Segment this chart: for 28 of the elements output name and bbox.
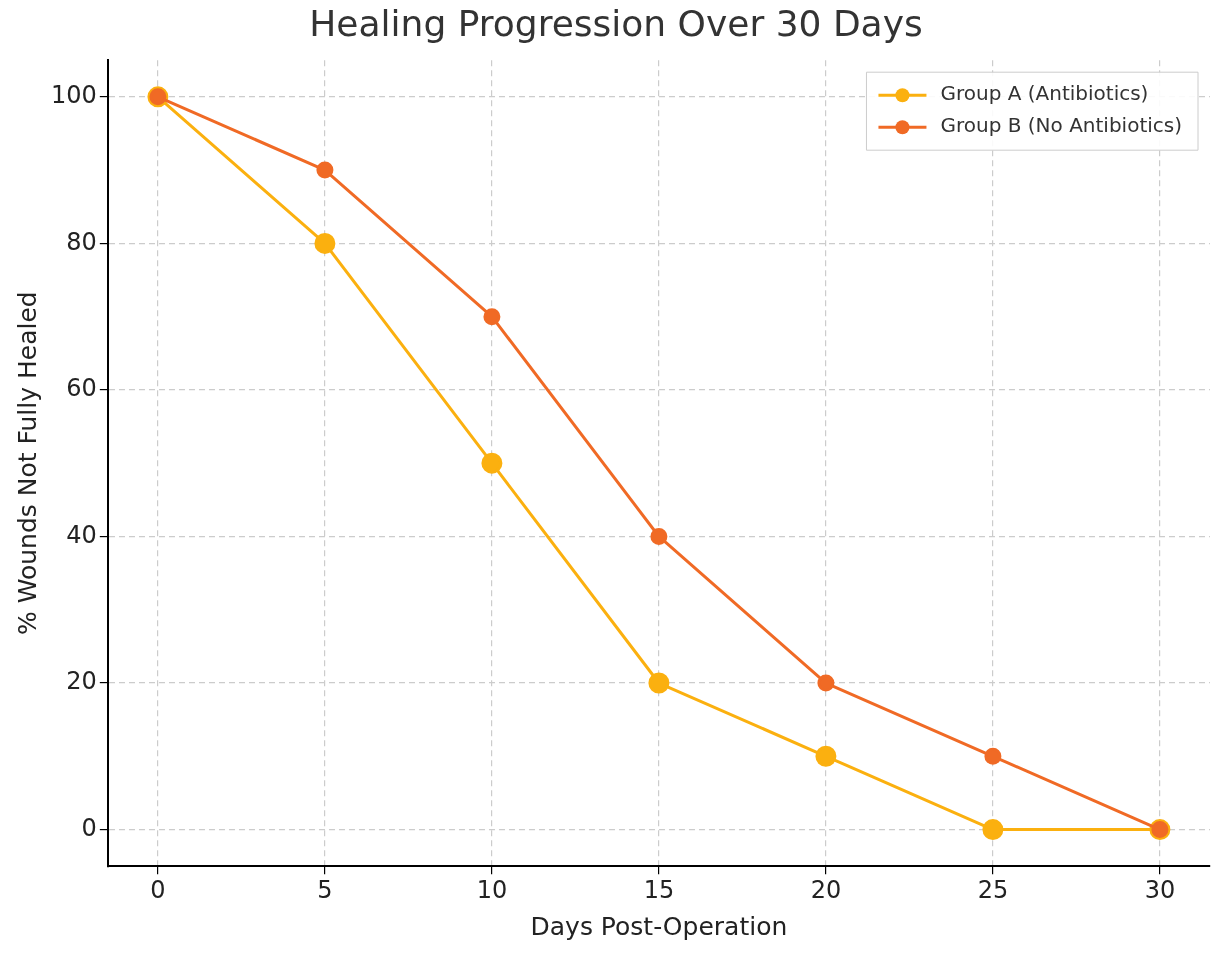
point: [314, 232, 336, 254]
point: [648, 672, 670, 694]
point: [984, 747, 1002, 765]
y-tick-label: 0: [81, 813, 97, 842]
y-axis-title: % Wounds Not Fully Healed: [12, 291, 42, 636]
y-tick-label: 60: [66, 374, 97, 403]
point: [316, 161, 334, 179]
point: [650, 527, 668, 545]
point: [483, 308, 501, 326]
x-tick-label: 5: [317, 875, 333, 904]
point: [815, 745, 837, 767]
point: [481, 452, 503, 474]
y-tick-label: 40: [66, 520, 97, 549]
x-tick-label: 15: [643, 875, 675, 904]
x-axis-title: Days Post-Operation: [530, 911, 788, 941]
x-tick-label: 20: [810, 875, 842, 904]
y-tick-label: 20: [66, 667, 97, 696]
x-tick-label: 0: [150, 875, 166, 904]
point: [817, 674, 835, 692]
legend-label: Group B (No Antibiotics): [940, 113, 1182, 138]
legend-label: Group A (Antibiotics): [940, 81, 1149, 106]
chart-title: Healing Progression Over 30 Days: [309, 2, 923, 44]
x-tick-label: 30: [1144, 875, 1176, 904]
x-tick-label: 25: [977, 875, 1009, 904]
x-tick-label: 10: [476, 875, 508, 904]
y-tick-label: 100: [51, 81, 97, 110]
y-tick-label: 80: [66, 227, 97, 256]
point: [982, 819, 1004, 841]
